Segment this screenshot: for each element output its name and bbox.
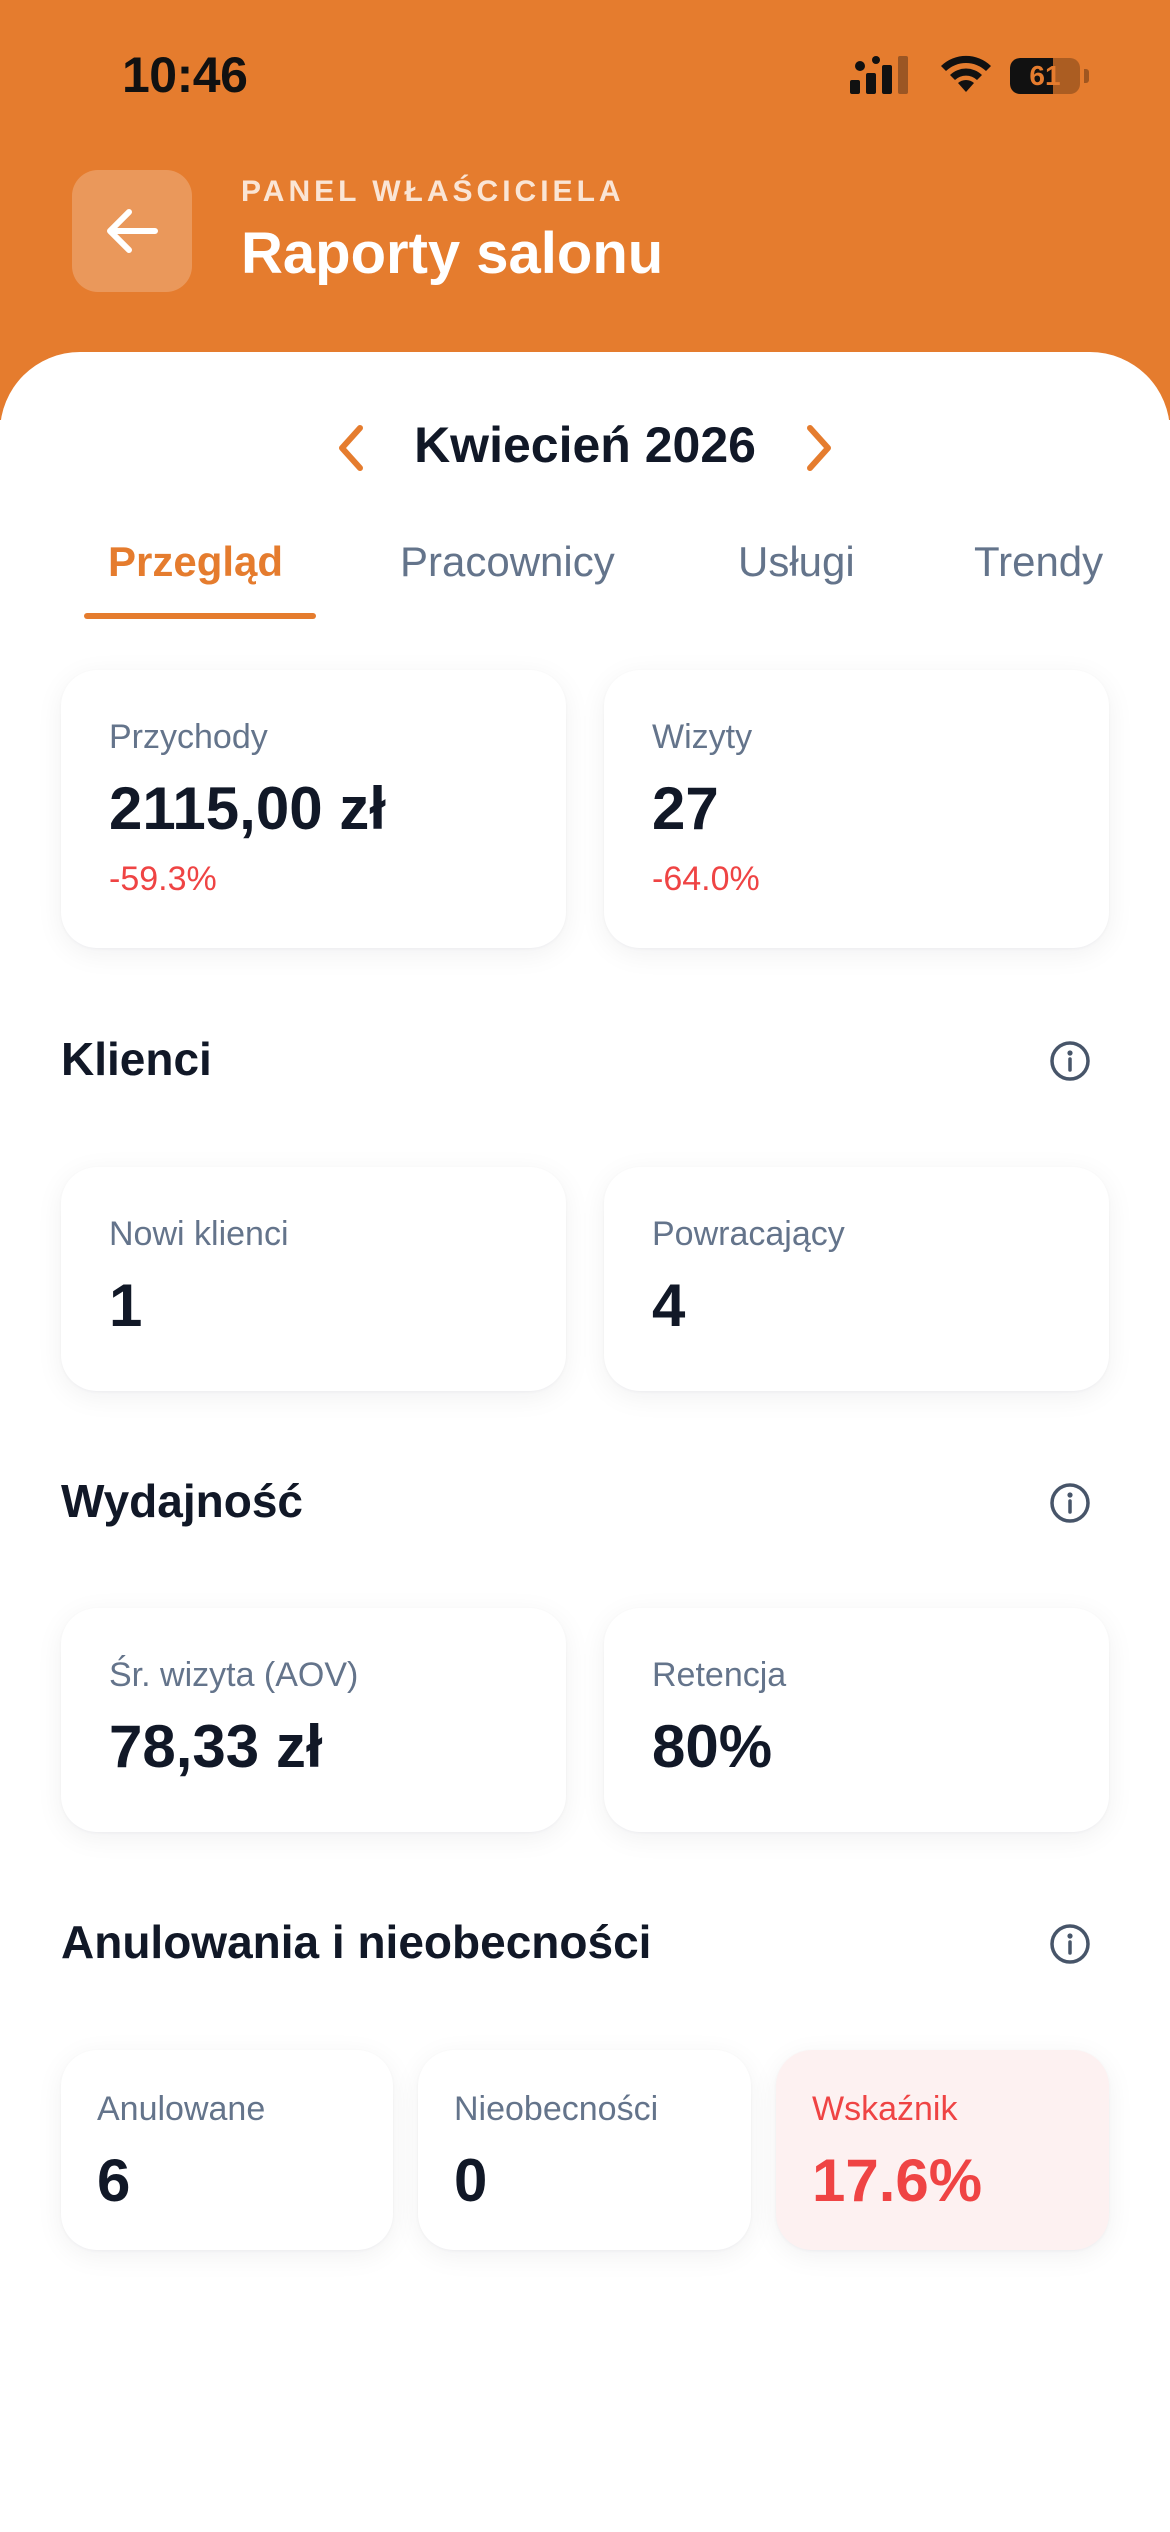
chevron-right-icon[interactable] — [800, 418, 840, 478]
tab-overview[interactable]: Przegląd — [108, 538, 284, 585]
aov-card: Śr. wizyta (AOV) 78,33 zł — [61, 1608, 566, 1832]
wifi-icon — [941, 55, 991, 92]
info-icon[interactable] — [1049, 1923, 1091, 1965]
page-title: Raporty salonu — [241, 221, 664, 286]
info-icon[interactable] — [1049, 1482, 1091, 1524]
battery-fill — [1010, 58, 1053, 94]
chevron-left-icon[interactable] — [330, 418, 370, 478]
visits-label: Wizyty — [652, 718, 753, 756]
performance-section-title: Wydajność — [61, 1475, 303, 1527]
info-icon[interactable] — [1049, 1040, 1091, 1082]
battery-icon: 61 — [1010, 58, 1080, 94]
tab-employees[interactable]: Pracownicy — [400, 538, 615, 585]
revenue-value: 2115,00 zł — [109, 775, 386, 842]
no-shows-value: 0 — [454, 2147, 488, 2214]
returning-clients-card: Powracający 4 — [604, 1167, 1109, 1391]
visits-delta: -64.0% — [652, 860, 760, 898]
cellular-signal-icon — [850, 56, 908, 94]
status-icons: 61 — [850, 52, 1090, 96]
arrow-left-icon — [107, 209, 158, 253]
visits-value: 27 — [652, 775, 719, 842]
no-shows-label: Nieobecności — [454, 2090, 659, 2128]
new-clients-card: Nowi klienci 1 — [61, 1167, 566, 1391]
no-shows-card: Nieobecności 0 — [418, 2050, 751, 2250]
revenue-card: Przychody 2115,00 zł -59.3% — [61, 670, 566, 948]
status-time: 10:46 — [122, 47, 248, 103]
cancellation-rate-value: 17.6% — [812, 2147, 983, 2214]
cancelled-value: 6 — [97, 2147, 131, 2214]
retention-value: 80% — [652, 1713, 773, 1780]
back-button[interactable] — [72, 170, 192, 292]
cancellation-rate-card: Wskaźnik 17.6% — [776, 2050, 1109, 2250]
period-label: Kwiecień 2026 — [414, 417, 756, 473]
tab-services[interactable]: Usługi — [738, 538, 855, 585]
returning-clients-label: Powracający — [652, 1215, 845, 1253]
visits-card: Wizyty 27 -64.0% — [604, 670, 1109, 948]
returning-clients-value: 4 — [652, 1272, 686, 1339]
cancelled-label: Anulowane — [97, 2090, 266, 2128]
aov-value: 78,33 zł — [109, 1713, 323, 1780]
retention-card: Retencja 80% — [604, 1608, 1109, 1832]
header-bar: 10:46 61 PANEL WŁAŚCICIELA Raporty salon… — [0, 0, 1170, 420]
clients-section-title: Klienci — [61, 1033, 212, 1085]
aov-label: Śr. wizyta (AOV) — [109, 1656, 359, 1694]
revenue-label: Przychody — [109, 718, 268, 756]
cancellations-section-title: Anulowania i nieobecności — [61, 1916, 652, 1968]
cancellation-rate-label: Wskaźnik — [812, 2090, 958, 2128]
header-eyebrow: PANEL WŁAŚCICIELA — [241, 175, 625, 208]
new-clients-label: Nowi klienci — [109, 1215, 289, 1253]
new-clients-value: 1 — [109, 1272, 143, 1339]
cancelled-card: Anulowane 6 — [61, 2050, 393, 2250]
revenue-delta: -59.3% — [109, 860, 217, 898]
battery-tip — [1084, 69, 1089, 83]
tab-trends[interactable]: Trendy — [974, 538, 1104, 585]
retention-label: Retencja — [652, 1656, 787, 1694]
active-tab-indicator — [84, 613, 316, 619]
battery-percentage: 61 — [1029, 60, 1061, 91]
